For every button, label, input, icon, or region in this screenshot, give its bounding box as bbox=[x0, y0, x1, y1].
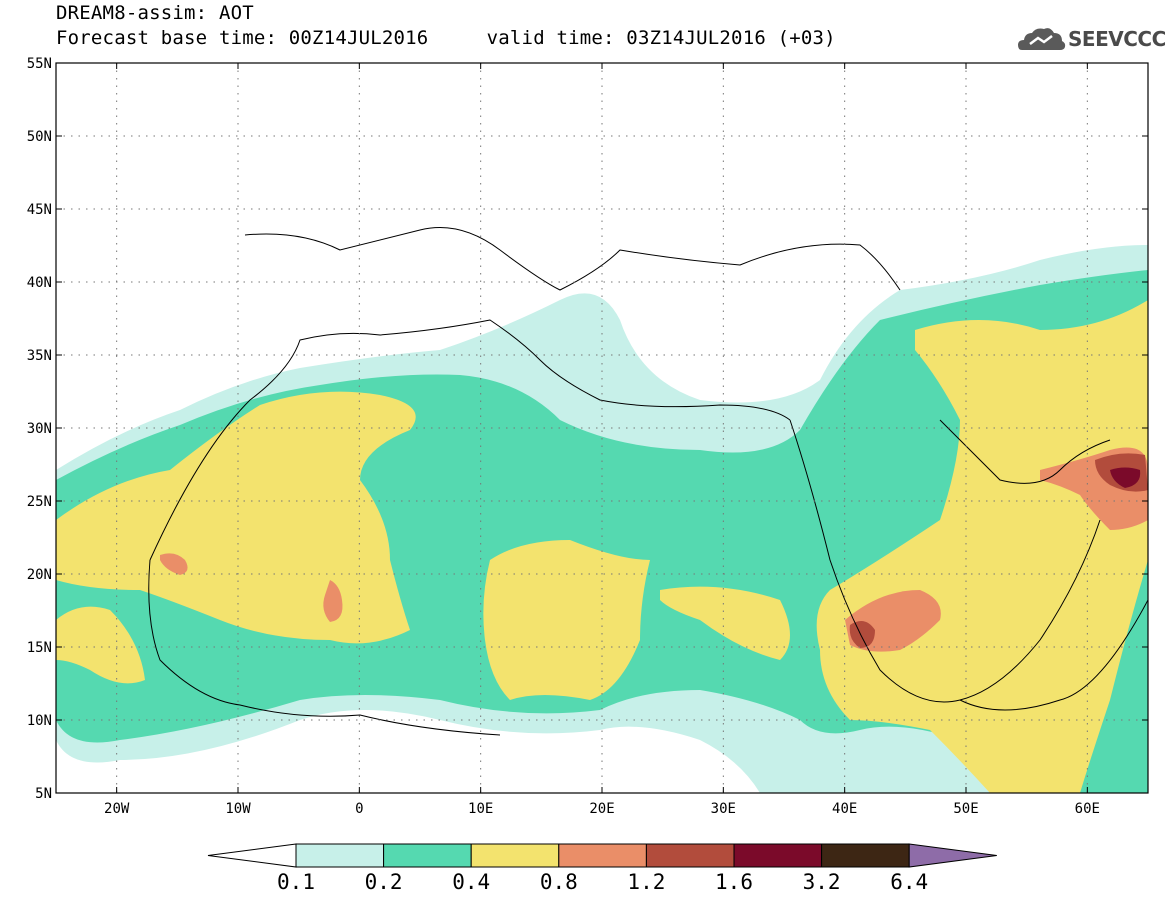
colorbar-box bbox=[470, 843, 560, 868]
coast-africa-west bbox=[148, 559, 501, 736]
coast-europe-south bbox=[244, 227, 901, 291]
coast-red-sea bbox=[789, 419, 1101, 703]
graticule bbox=[56, 63, 1148, 793]
lat-tick-label: 40N bbox=[27, 275, 52, 291]
aot-band-0.4-west2 bbox=[56, 606, 145, 684]
lon-tick-label: 60E bbox=[1075, 801, 1100, 817]
colorbar-label: 0.4 bbox=[452, 870, 490, 894]
cloud-icon bbox=[1018, 28, 1066, 50]
colorbar-box bbox=[383, 843, 472, 868]
lat-tick-label: 20N bbox=[27, 567, 52, 583]
colorbar-label: 3.2 bbox=[803, 870, 841, 894]
seevccc-logo: SEEVCCC bbox=[1068, 27, 1165, 51]
colorbar-label: 0.1 bbox=[277, 870, 315, 894]
aot-band-1.6 bbox=[1110, 467, 1141, 488]
lon-tick-label: 0 bbox=[355, 801, 363, 817]
aot-band-0.8-b bbox=[323, 580, 343, 622]
lat-tick-label: 15N bbox=[27, 640, 52, 656]
lon-tick-label: 30E bbox=[711, 801, 736, 817]
colorbar-over-arrow bbox=[908, 843, 997, 868]
lon-tick-label: 20E bbox=[589, 801, 614, 817]
lat-tick-label: 30N bbox=[27, 421, 52, 437]
colorbar-label: 1.6 bbox=[715, 870, 753, 894]
colorbar-box bbox=[821, 843, 910, 868]
colorbar-label: 1.2 bbox=[627, 870, 665, 894]
aot-band-0.4-west bbox=[56, 391, 416, 644]
forecast-time-line: Forecast base time: 00Z14JUL2016 valid t… bbox=[56, 27, 836, 49]
coast-somalia bbox=[959, 599, 1148, 711]
latitude-labels: 55N 50N 45N 40N 35N 30N 25N 20N 15N 10N 5N bbox=[27, 56, 52, 802]
aot-band-0.4-center bbox=[483, 540, 650, 700]
lon-tick-label: 10E bbox=[468, 801, 493, 817]
colorbar-label: 6.4 bbox=[890, 870, 928, 894]
lat-tick-label: 35N bbox=[27, 348, 52, 364]
axis-ticks bbox=[56, 62, 1148, 794]
aot-band-1.2-a bbox=[849, 621, 875, 648]
coastlines bbox=[148, 227, 1148, 736]
colorbar-under-arrow bbox=[207, 843, 297, 868]
map-title: DREAM8-assim: AOT bbox=[56, 2, 254, 24]
lat-tick-label: 50N bbox=[27, 129, 52, 145]
lat-tick-label: 10N bbox=[27, 713, 52, 729]
colorbar-box bbox=[645, 843, 735, 868]
lat-tick-label: 25N bbox=[27, 494, 52, 510]
colorbar-box bbox=[558, 843, 647, 868]
coast-persian-gulf bbox=[939, 419, 1111, 484]
lon-tick-label: 50E bbox=[953, 801, 978, 817]
lat-tick-label: 5N bbox=[35, 786, 52, 802]
lon-tick-label: 20W bbox=[104, 801, 130, 817]
aot-band-0.4-arabia bbox=[816, 300, 1148, 793]
longitude-labels: 20W 10W 0 10E 20E 30E 40E 50E 60E bbox=[104, 801, 1100, 817]
aot-band-0.8-a bbox=[160, 553, 188, 575]
colorbar-label: 0.2 bbox=[365, 870, 403, 894]
colorbar-box bbox=[295, 843, 385, 868]
lon-tick-label: 40E bbox=[832, 801, 857, 817]
aot-band-0.4-east bbox=[660, 586, 790, 660]
lon-tick-label: 10W bbox=[225, 801, 251, 817]
colorbar-label: 0.8 bbox=[540, 870, 578, 894]
colorbar-box bbox=[733, 843, 823, 868]
coast-africa-north bbox=[149, 319, 791, 561]
lat-tick-label: 45N bbox=[27, 202, 52, 218]
lat-tick-label: 55N bbox=[27, 56, 52, 72]
